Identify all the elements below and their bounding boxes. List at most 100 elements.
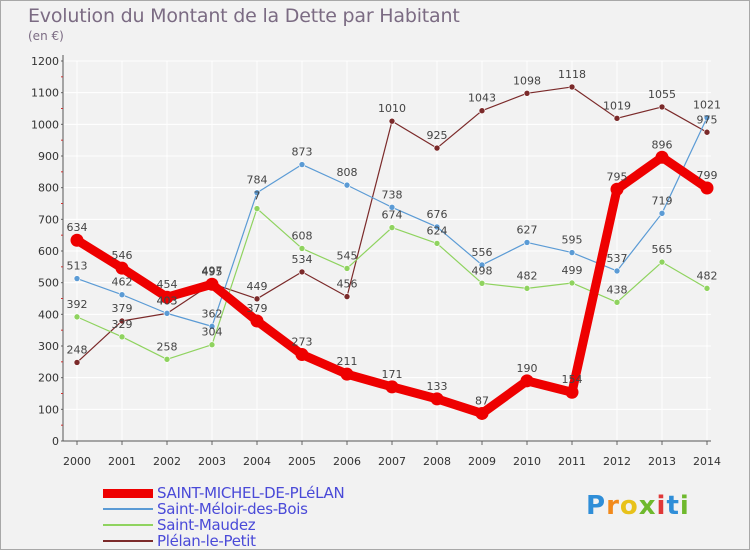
series-0-label-2008: 133 xyxy=(427,380,448,393)
legend-label-3: Plélan-le-Petit xyxy=(157,532,256,550)
series-2-label-2009: 498 xyxy=(472,264,493,277)
series-1-point-2014 xyxy=(703,114,711,121)
series-3-point-2004 xyxy=(253,295,261,303)
y-tick-label-1100: 1100 xyxy=(31,87,59,100)
x-tick-label-2005: 2005 xyxy=(288,455,316,468)
series-1-point-2007 xyxy=(388,204,396,211)
series-1-label-2001: 462 xyxy=(112,276,133,289)
series-3-label-2003: 497 xyxy=(202,265,223,278)
series-0-label-2006: 211 xyxy=(337,355,358,368)
x-tick-label-2008: 2008 xyxy=(423,455,451,468)
series-2-label-2010: 482 xyxy=(517,269,538,282)
series-2-point-2002 xyxy=(163,355,171,363)
series-1-label-2005: 873 xyxy=(292,146,313,159)
series-1-label-2004: 784 xyxy=(247,174,268,187)
series-2-label-2007: 674 xyxy=(382,209,403,222)
y-tick-label-700: 700 xyxy=(38,213,59,226)
series-1-label-2011: 595 xyxy=(562,234,583,247)
series-0-label-2013: 896 xyxy=(652,138,673,151)
logo-letter-0: P xyxy=(586,491,607,521)
series-3-point-2006 xyxy=(343,293,351,300)
x-tick-label-2004: 2004 xyxy=(243,455,271,468)
series-2-point-2006 xyxy=(343,265,351,272)
series-0-label-2009: 87 xyxy=(475,394,489,407)
x-tick-label-2000: 2000 xyxy=(63,455,91,468)
series-3-label-2006: 456 xyxy=(337,278,358,291)
x-tick-label-2011: 2011 xyxy=(558,455,586,468)
series-0-point-2003 xyxy=(205,277,219,291)
series-0-point-2006 xyxy=(340,367,354,381)
series-1-label-2013: 719 xyxy=(652,194,673,207)
series-0-label-2012: 795 xyxy=(607,170,628,183)
series-2-label-2011: 499 xyxy=(562,264,583,277)
series-3-label-2008: 925 xyxy=(427,129,448,142)
series-0-point-2001 xyxy=(115,261,129,275)
y-tick-label-800: 800 xyxy=(38,182,59,195)
series-2-point-2013 xyxy=(658,258,666,266)
logo-letter-4: i xyxy=(656,491,667,521)
legend-swatch-3 xyxy=(103,540,153,542)
logo-letter-6: i xyxy=(679,491,690,521)
series-3-label-2007: 1010 xyxy=(378,102,406,115)
series-1-point-2002 xyxy=(163,310,171,317)
y-tick-label-600: 600 xyxy=(38,245,59,258)
y-tick-label-1000: 1000 xyxy=(31,118,59,131)
x-tick-label-2009: 2009 xyxy=(468,455,496,468)
series-0-point-2002 xyxy=(160,290,174,304)
series-0-label-2011: 154 xyxy=(562,373,583,386)
series-2-label-2001: 329 xyxy=(112,318,133,331)
x-tick-label-2012: 2012 xyxy=(603,455,631,468)
series-3-label-2012: 1019 xyxy=(603,99,631,112)
series-3-point-2008 xyxy=(433,144,441,152)
series-2-label-2000: 392 xyxy=(67,298,88,311)
series-0-point-2000 xyxy=(70,233,84,247)
series-1-label-2006: 808 xyxy=(337,166,358,179)
series-3-point-2014 xyxy=(703,128,711,136)
x-tick-label-2007: 2007 xyxy=(378,455,406,468)
series-0-label-2001: 546 xyxy=(112,249,133,262)
series-0-label-2005: 273 xyxy=(292,336,313,349)
series-2-label-2002: 258 xyxy=(157,340,178,353)
series-1-label-2009: 556 xyxy=(472,246,493,259)
y-tick-label-300: 300 xyxy=(38,340,59,353)
series-3-label-2002: 403 xyxy=(157,294,178,307)
legend-swatch-1 xyxy=(103,508,153,510)
data-labels-layer: 248 379 403 497 449 534 456 1010 925 1043 1098 1118… xyxy=(67,68,722,407)
series-2-label-2004: 7 xyxy=(254,190,261,203)
series-1-label-2002: 403 xyxy=(157,294,178,307)
series-1-point-2013 xyxy=(658,210,666,217)
y-tick-label-1200: 1200 xyxy=(31,55,59,68)
series-0-point-2012 xyxy=(610,182,624,196)
series-0-point-2009 xyxy=(475,406,489,420)
series-1-point-2008 xyxy=(433,223,441,231)
series-2-point-2001 xyxy=(118,333,126,341)
y-tick-label-500: 500 xyxy=(38,277,59,290)
series-3-label-2010: 1098 xyxy=(513,74,541,87)
series-0-point-2013 xyxy=(655,150,669,164)
series-0-label-2000: 634 xyxy=(67,221,88,234)
series-2-point-2010 xyxy=(523,285,531,292)
series-0-label-2004: 379 xyxy=(247,302,268,315)
axes-layer: 0 100 200 300 400 500 600 700 800 900 1000 1100 1200… xyxy=(31,55,721,468)
series-2-label-2013: 565 xyxy=(652,243,673,256)
series-0-label-2002: 454 xyxy=(157,278,178,291)
legend-item-3: Plélan-le-Petit xyxy=(103,533,344,549)
legend-label-0: SAINT-MICHEL-DE-PLéLAN xyxy=(157,484,345,502)
series-2-point-2011 xyxy=(568,279,576,287)
series-1-point-2005 xyxy=(298,161,306,168)
series-1-point-2011 xyxy=(568,249,576,256)
series-1-label-2003: 362 xyxy=(202,307,223,320)
series-0-label-2003: 495 xyxy=(202,265,223,278)
y-axis-unit: (en €) xyxy=(28,29,64,43)
y-tick-label-900: 900 xyxy=(38,150,59,163)
logo-letter-2: o xyxy=(619,491,639,521)
series-0-point-2011 xyxy=(565,385,579,399)
logo-letter-3: x xyxy=(638,491,657,521)
logo-letter-5: t xyxy=(666,491,680,521)
series-2-label-2012: 438 xyxy=(607,283,628,296)
logo-letter-1: r xyxy=(606,491,620,521)
series-2-point-2009 xyxy=(478,279,486,287)
series-2-point-2000 xyxy=(73,313,81,321)
series-3-point-2005 xyxy=(298,268,306,276)
